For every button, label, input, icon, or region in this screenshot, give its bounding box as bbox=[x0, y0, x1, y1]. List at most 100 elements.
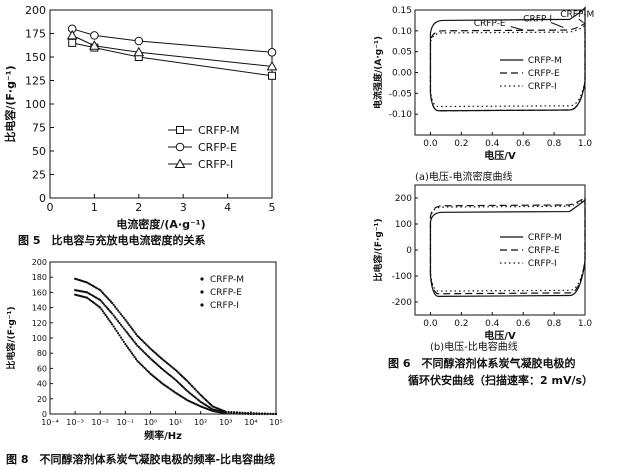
fig8-data-point bbox=[164, 370, 167, 373]
fig8-data-point bbox=[147, 346, 151, 349]
fig8-legend-marker bbox=[200, 277, 204, 281]
fig8-data-point bbox=[122, 340, 125, 343]
fig6a-legend-label: CRFP-I bbox=[528, 82, 557, 92]
fig8-x-tick-label: 10⁰ bbox=[144, 418, 157, 427]
fig5-data-point bbox=[134, 36, 144, 46]
fig8-data-point bbox=[107, 308, 110, 311]
fig8-data-point bbox=[144, 343, 148, 346]
fig8-data-point bbox=[112, 303, 115, 306]
fig8-data-point bbox=[136, 359, 139, 362]
fig8-data-point bbox=[137, 361, 140, 364]
fig8-data-point bbox=[246, 412, 250, 416]
fig8-data-point bbox=[233, 412, 236, 415]
fig8-data-point bbox=[260, 412, 264, 416]
fig5-legend-marker bbox=[176, 126, 184, 134]
fig8-data-point bbox=[136, 344, 139, 347]
fig8-data-point bbox=[193, 387, 196, 391]
fig5-y-axis-label: 比电容/(F·g⁻¹) bbox=[3, 65, 17, 142]
fig5-data-point bbox=[133, 46, 145, 57]
fig8-data-point bbox=[133, 341, 136, 344]
fig8-legend-label: CRFP-E bbox=[210, 288, 242, 298]
fig5-data-point bbox=[89, 40, 100, 50]
fig8-legend-marker bbox=[200, 303, 204, 307]
fig8-data-point bbox=[114, 305, 117, 308]
fig8-data-point bbox=[114, 327, 117, 330]
fig8-data-point bbox=[146, 344, 149, 347]
fig8-data-point bbox=[258, 412, 261, 416]
fig8-data-point bbox=[144, 353, 148, 356]
fig5-y-tick-label: 0 bbox=[39, 192, 46, 205]
fig8-y-tick-label: 100 bbox=[32, 334, 47, 343]
fig6a-legend-label: CRFP-E bbox=[528, 69, 560, 79]
fig8-data-point bbox=[227, 412, 230, 415]
fig8-data-point bbox=[125, 330, 128, 334]
fig8-data-point bbox=[168, 364, 171, 367]
fig8-data-point bbox=[109, 311, 112, 314]
fig8-y-tick-label: 40 bbox=[37, 380, 47, 389]
fig8-data-point bbox=[103, 293, 106, 296]
fig8-data-point bbox=[144, 368, 148, 371]
fig8-data-point bbox=[115, 329, 118, 333]
fig8-x-axis-label: 频率/Hz bbox=[144, 429, 182, 442]
fig8-data-point bbox=[125, 320, 128, 323]
fig6a-cv-curve bbox=[429, 24, 586, 108]
fig8-data-point bbox=[109, 300, 112, 303]
fig8-data-point bbox=[111, 312, 114, 315]
fig8-legend-marker bbox=[200, 290, 204, 294]
fig8-x-tick-label: 10⁻⁴ bbox=[41, 418, 59, 427]
fig8-data-point bbox=[122, 316, 125, 320]
fig8-data-point bbox=[170, 365, 173, 368]
fig5-y-tick-label: 125 bbox=[25, 75, 46, 88]
fig8-data-point bbox=[132, 339, 135, 342]
fig8-data-point bbox=[119, 323, 123, 326]
fig5-series-line bbox=[72, 42, 273, 77]
fig5-x-tick-label: 2 bbox=[135, 201, 142, 214]
fig8-data-point bbox=[121, 338, 124, 341]
fig8-data-point bbox=[130, 337, 134, 340]
fig8-data-point bbox=[168, 373, 171, 377]
fig8-x-tick-label: 10⁻¹ bbox=[117, 418, 135, 427]
fig5-legend-marker bbox=[175, 142, 185, 152]
fig8-data-point bbox=[140, 364, 143, 367]
fig5-x-tick-label: 5 bbox=[269, 201, 276, 214]
fig8-data-point bbox=[100, 308, 103, 311]
fig8-data-point bbox=[186, 390, 189, 393]
fig5-y-tick-label: 175 bbox=[25, 28, 46, 41]
fig6a-y-tick-label: 0.15 bbox=[392, 6, 412, 16]
fig6b-y-axis-label: 比电容/(F·g⁻¹) bbox=[372, 218, 384, 281]
fig6a-y-tick-label: 0.05 bbox=[392, 48, 412, 58]
fig5-caption: 图 5 比电容与充放电电流密度的关系 bbox=[18, 234, 206, 247]
fig8-data-point bbox=[143, 351, 146, 354]
fig8-data-point bbox=[137, 336, 140, 339]
fig6a-y-tick-label: 0.00 bbox=[392, 69, 412, 79]
fig8-data-point bbox=[164, 360, 167, 363]
fig8-data-point bbox=[118, 334, 121, 337]
fig8-data-point bbox=[230, 412, 233, 415]
fig8-data-point bbox=[198, 399, 201, 402]
fig8-data-point bbox=[103, 312, 106, 315]
fig8-data-point bbox=[133, 355, 136, 359]
fig8-data-point bbox=[112, 314, 115, 317]
fig6b-y-tick-label: 200 bbox=[395, 194, 412, 204]
fig5-series-line bbox=[71, 34, 273, 67]
fig6b-y-tick-label: 0 bbox=[406, 246, 412, 256]
fig8-data-point bbox=[122, 327, 125, 330]
fig8-y-tick-label: 20 bbox=[37, 395, 47, 404]
fig6a-x-tick-label: 1.0 bbox=[578, 139, 593, 149]
fig6a-annotation-pointer bbox=[550, 22, 564, 28]
fig8-data-point bbox=[124, 329, 127, 332]
fig5-legend-label: CRFP-M bbox=[198, 124, 240, 137]
fig8-data-point bbox=[111, 301, 114, 305]
fig6a-y-tick-label: 0.10 bbox=[392, 27, 412, 37]
fig8-data-point bbox=[274, 412, 278, 416]
fig8-caption: 图 8 不同醇溶剂体系炭气凝胶电极的频率-比电容曲线 bbox=[6, 453, 276, 466]
fig8-data-point bbox=[235, 412, 239, 415]
fig8-y-tick-label: 80 bbox=[37, 349, 47, 358]
fig8-data-point bbox=[187, 391, 191, 394]
fig8-data-point bbox=[101, 291, 104, 295]
fig8-data-point bbox=[161, 368, 164, 371]
fig8-data-point bbox=[198, 392, 201, 395]
fig8-data-point bbox=[108, 299, 111, 302]
